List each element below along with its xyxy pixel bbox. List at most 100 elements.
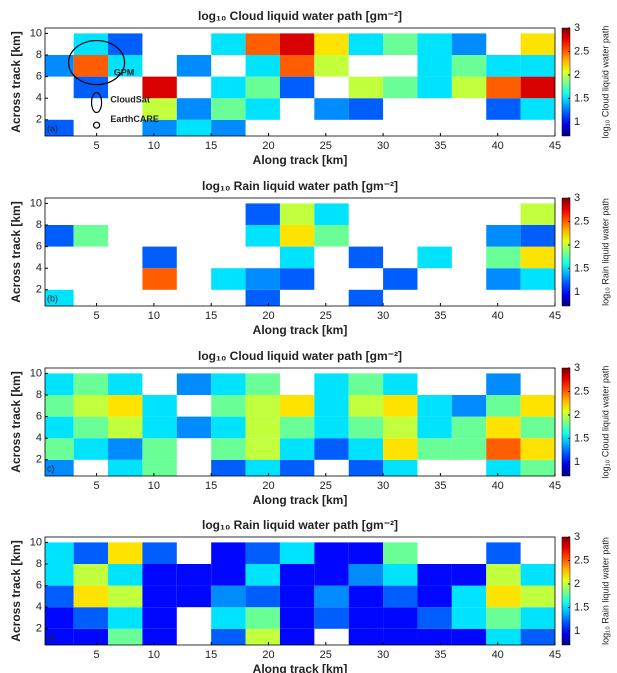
colorbar [561, 536, 571, 646]
heatmap-cell [245, 628, 280, 645]
heatmap-cell [108, 373, 143, 395]
heatmap-cell [348, 585, 384, 608]
x-tick-label: 25 [320, 480, 332, 492]
heatmap-cell [486, 416, 521, 439]
heatmap-cell [417, 438, 452, 460]
heatmap-cell [486, 98, 521, 120]
y-tick-label: 6 [36, 71, 42, 83]
heatmap-cell [142, 585, 177, 608]
y-tick-label: 2 [36, 114, 42, 126]
heatmap-cell [383, 373, 418, 395]
colorbar-tick-label: 2 [574, 578, 580, 590]
heatmap-cell [348, 542, 384, 564]
heatmap-cell [486, 373, 521, 395]
heatmap-cell [142, 628, 177, 645]
heatmap-cell [279, 33, 315, 55]
heatmap-cell [520, 459, 555, 476]
annotation: CloudSat [110, 95, 150, 105]
colorbar-tick-label: 3 [574, 362, 580, 374]
heatmap-cell [348, 289, 384, 306]
heatmap-cell [245, 542, 280, 564]
heatmap-cell [314, 55, 349, 77]
heatmap-cell [176, 585, 212, 608]
heatmap-cell [451, 564, 487, 586]
heatmap-cell [245, 289, 280, 306]
heatmap-cell [451, 395, 487, 417]
heatmap-cell [314, 607, 349, 629]
y-tick-label: 4 [36, 432, 42, 444]
heatmap-cell [451, 438, 487, 460]
heatmap-cell [279, 416, 315, 439]
colorbar-tick-label: 2.5 [574, 554, 589, 566]
heatmap-cell [417, 33, 452, 55]
heatmap-cell [73, 585, 109, 608]
heatmap-cell [314, 225, 349, 247]
x-tick-label: 5 [94, 480, 100, 492]
heatmap-cell [73, 373, 109, 395]
heatmap-cell [142, 119, 177, 136]
x-tick-label: 20 [262, 310, 274, 322]
heatmap-cell [279, 246, 315, 269]
colorbar [561, 197, 571, 307]
heatmap-cell [314, 203, 349, 225]
y-axis-label: Across track [km] [9, 31, 23, 132]
x-axis-label: Along track [km] [253, 493, 348, 507]
gpm-footprint [67, 39, 126, 86]
colorbar [561, 27, 571, 137]
heatmap-cell [211, 76, 246, 99]
heatmap-cell [520, 76, 555, 99]
heatmap-cell [45, 438, 74, 460]
heatmap-cell [520, 607, 555, 629]
heatmap-cell [45, 395, 74, 417]
y-tick-label: 6 [36, 241, 42, 253]
heatmap-cell [417, 395, 452, 417]
annotation: GPM [114, 68, 135, 78]
heatmap-cell [142, 268, 177, 290]
heatmap-cell [314, 564, 349, 586]
heatmap-cell [245, 55, 280, 77]
x-tick-label: 5 [94, 649, 100, 661]
x-tick-label: 45 [549, 310, 561, 322]
heatmap-cell [211, 33, 246, 55]
x-axis-label: Along track [km] [253, 662, 348, 673]
heatmap-cell [417, 55, 452, 77]
heatmap-cell [451, 55, 487, 77]
heatmap-cell [211, 98, 246, 120]
heatmap-cell [486, 246, 521, 269]
y-tick-label: 8 [36, 49, 42, 61]
heatmap-cell [486, 268, 521, 290]
colorbar-tick-label: 2.5 [574, 215, 589, 227]
heatmap-cell [245, 225, 280, 247]
heatmap-cell [245, 459, 280, 476]
heatmap-cell [245, 564, 280, 586]
heatmap-cell [211, 395, 246, 417]
heatmap-cell [176, 119, 212, 136]
heatmap-cell [108, 459, 143, 476]
heatmap-cell [245, 585, 280, 608]
x-axis-label: Along track [km] [253, 153, 348, 167]
y-tick-label: 6 [36, 411, 42, 423]
colorbar-tick-label: 2.5 [574, 45, 589, 57]
colorbar-tick-label: 1 [574, 456, 580, 468]
heatmap-cell [348, 76, 384, 99]
x-tick-label: 45 [549, 140, 561, 152]
heatmap-cell [348, 438, 384, 460]
heatmap-cell [348, 459, 384, 476]
heatmap-cell [383, 607, 418, 629]
heatmap-cell [486, 438, 521, 460]
heatmap-cell [142, 607, 177, 629]
heatmap-cell [142, 395, 177, 417]
heatmap-cell [520, 55, 555, 77]
y-tick-label: 10 [30, 367, 42, 379]
x-tick-label: 10 [148, 140, 160, 152]
heatmap-cell [314, 585, 349, 608]
panel-title: log₁₀ Rain liquid water path [gm⁻²] [202, 518, 398, 532]
heatmap-cell [348, 416, 384, 439]
colorbar-tick-label: 1.5 [574, 601, 589, 613]
heatmap-cell [383, 416, 418, 439]
heatmap-cell [45, 373, 74, 395]
heatmap-cell [211, 373, 246, 395]
colorbar-tick-label: 3 [574, 531, 580, 543]
heatmap-cell [451, 33, 487, 55]
colorbar-tick-label: 2 [574, 69, 580, 81]
